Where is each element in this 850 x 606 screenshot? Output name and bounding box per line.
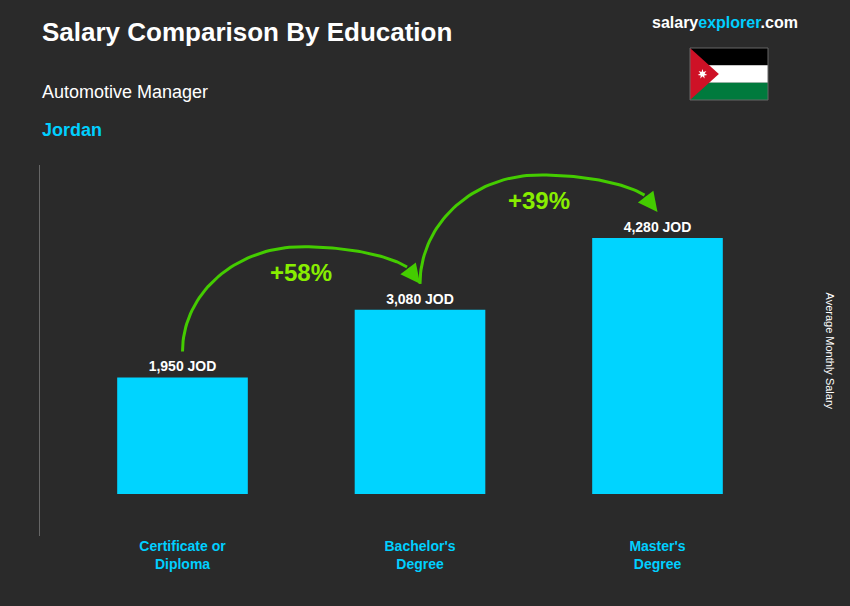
svg-text:Salary Comparison By Education: Salary Comparison By Education <box>42 17 452 47</box>
svg-text:1,950 JOD: 1,950 JOD <box>149 358 217 374</box>
svg-text:+39%: +39% <box>508 187 570 214</box>
svg-text:+58%: +58% <box>270 259 332 286</box>
svg-text:Average Monthly Salary: Average Monthly Salary <box>824 293 836 410</box>
svg-text:3,080 JOD: 3,080 JOD <box>386 291 454 307</box>
svg-text:Jordan: Jordan <box>42 120 102 140</box>
svg-text:salaryexplorer.com: salaryexplorer.com <box>652 14 798 31</box>
svg-text:Master'sDegree: Master'sDegree <box>629 538 685 572</box>
svg-text:4,280 JOD: 4,280 JOD <box>624 219 692 235</box>
svg-text:Certificate orDiploma: Certificate orDiploma <box>139 538 226 572</box>
svg-text:Automotive Manager: Automotive Manager <box>42 82 208 102</box>
svg-text:Bachelor'sDegree: Bachelor'sDegree <box>384 538 455 572</box>
